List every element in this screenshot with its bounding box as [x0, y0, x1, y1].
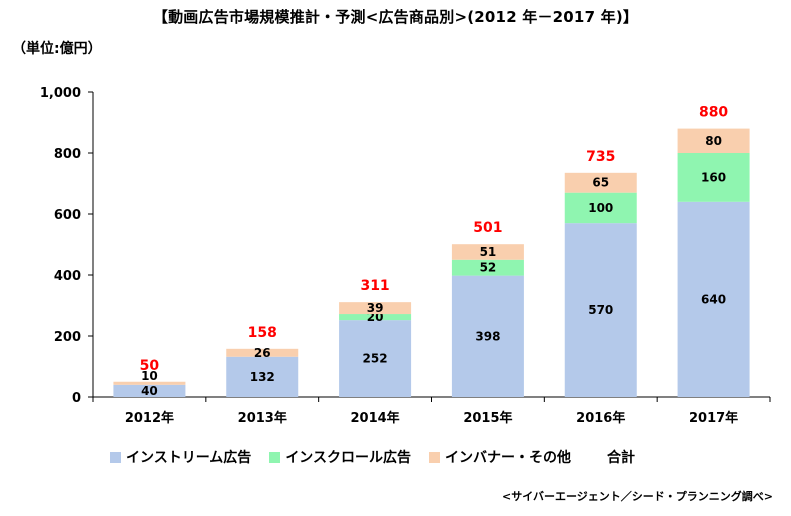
data-label-instream: 570	[588, 303, 613, 317]
bar-segment-instream	[226, 356, 299, 397]
bar-segment-other	[226, 348, 299, 357]
data-label-instream: 398	[475, 329, 500, 343]
y-tick-label: 600	[54, 208, 81, 223]
data-label-inscroll: 52	[480, 261, 497, 275]
bar-segment-instream	[339, 320, 412, 397]
legend-label-other: インバナー・その他	[445, 450, 572, 466]
data-label-instream: 252	[363, 352, 388, 366]
legend-item-other: インバナー・その他	[429, 447, 571, 467]
data-label-other: 65	[592, 176, 609, 190]
x-category-label: 2013年	[238, 410, 287, 426]
y-tick-label: 400	[54, 269, 81, 284]
data-label-instream: 640	[701, 292, 726, 306]
legend-swatch-other	[429, 451, 441, 463]
legend-swatch-instream	[110, 451, 121, 463]
x-category-label: 2014年	[350, 410, 399, 426]
legend-item-inscroll: インスクロール広告	[269, 447, 411, 467]
bar-segment-other	[564, 172, 637, 193]
data-label-other: 51	[480, 245, 497, 259]
y-tick-label: 800	[54, 147, 81, 162]
legend-swatch-inscroll	[269, 451, 281, 463]
total-label: 880	[699, 105, 728, 121]
data-label-other: 10	[141, 369, 158, 383]
total-label: 50	[140, 358, 160, 374]
bar-segment-other	[451, 244, 524, 260]
bar-segment-instream	[564, 223, 637, 397]
unit-label: （単位:億円）	[12, 41, 102, 57]
data-label-instream: 132	[250, 370, 275, 384]
data-label-instream: 40	[141, 384, 158, 398]
legend-label-instream: インストリーム広告	[126, 450, 252, 466]
data-label-inscroll: 160	[701, 170, 726, 184]
bar-segment-instream	[677, 201, 750, 397]
bar-segment-instream	[451, 275, 524, 397]
data-label-inscroll: 100	[588, 201, 613, 215]
legend: インストリーム広告 インスクロール広告 インバナー・その他 合計	[110, 447, 653, 467]
bar-segment-inscroll	[564, 192, 637, 224]
y-tick-label: 1,000	[40, 86, 81, 101]
y-tick-label: 200	[54, 330, 81, 345]
bar-segment-other	[339, 302, 412, 315]
total-label: 311	[360, 278, 389, 294]
data-label-other: 26	[254, 346, 271, 360]
data-label-other: 80	[705, 134, 722, 148]
chart-title: 【動画広告市場規模推計・予測<広告商品別>(2012 年－2017 年)】	[152, 8, 639, 26]
legend-label-inscroll: インスクロール広告	[285, 450, 412, 466]
x-category-label: 2017年	[689, 410, 738, 426]
x-category-label: 2012年	[125, 410, 174, 426]
legend-item-instream: インストリーム広告	[110, 447, 251, 467]
data-label-other: 39	[367, 301, 384, 315]
x-category-label: 2015年	[463, 410, 512, 426]
legend-item-total: 合計	[607, 447, 635, 467]
bar-segment-inscroll	[339, 314, 412, 321]
legend-label-total: 合計	[607, 450, 636, 466]
bar-segment-inscroll	[677, 153, 750, 202]
total-label: 735	[586, 149, 615, 165]
bar-segment-other	[677, 128, 750, 153]
total-label: 158	[248, 325, 277, 341]
y-tick-label: 0	[72, 391, 81, 406]
x-category-label: 2016年	[576, 410, 625, 426]
bar-segment-other	[113, 381, 186, 385]
total-label: 501	[473, 220, 502, 236]
bar-segment-instream	[113, 384, 186, 397]
bar-segment-inscroll	[451, 259, 524, 276]
source-note: <サイバーエージェント／シード・プランニング調べ>	[502, 490, 773, 503]
